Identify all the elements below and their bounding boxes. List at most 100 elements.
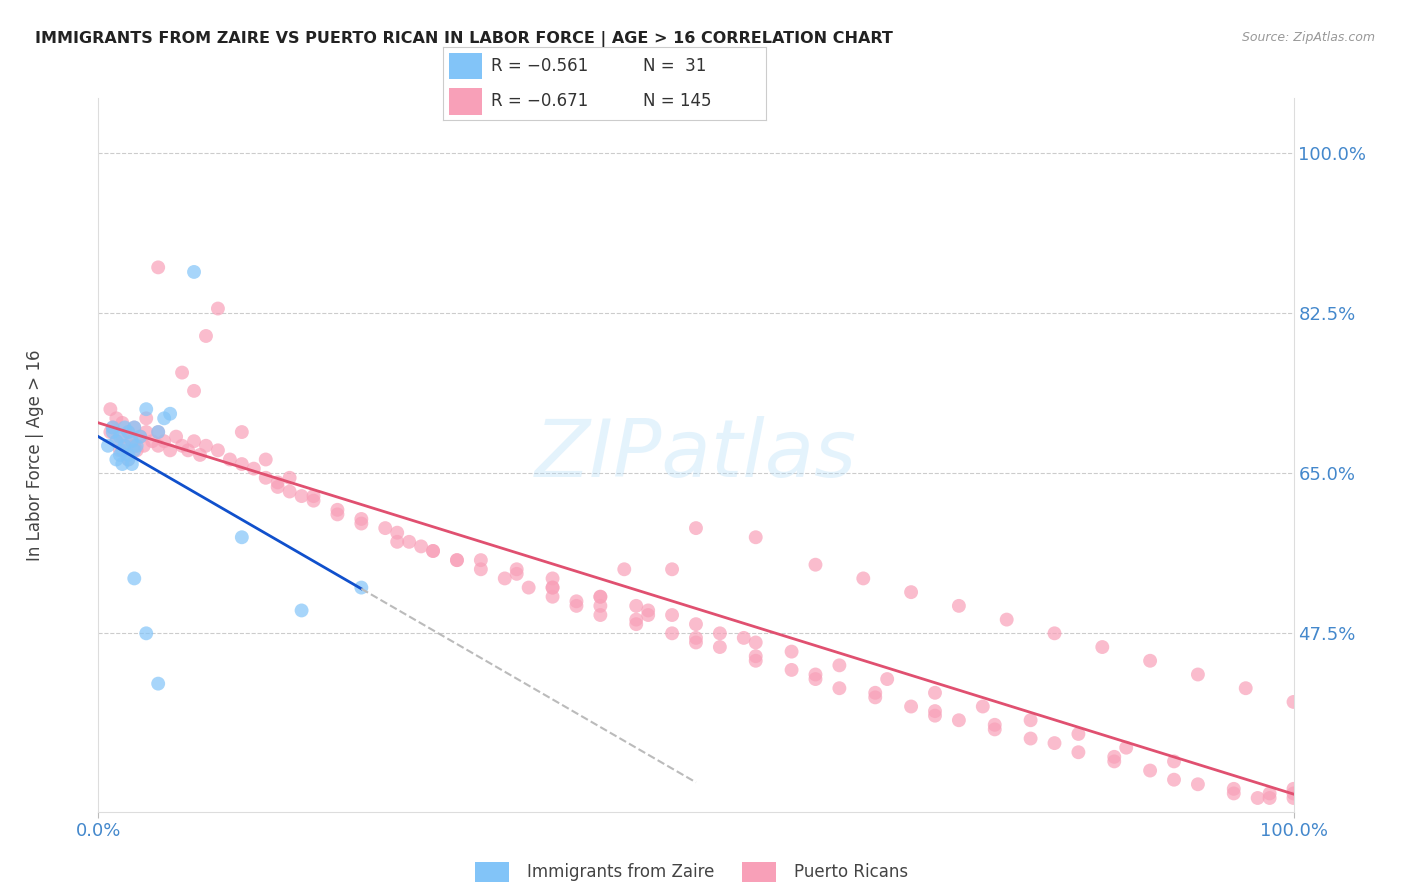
Point — [350, 516, 373, 531]
Point — [1043, 626, 1066, 640]
Point — [108, 448, 131, 462]
Point — [589, 607, 612, 622]
Point — [350, 581, 373, 595]
Point — [780, 663, 803, 677]
Point — [254, 471, 277, 485]
Point — [98, 425, 122, 439]
Point — [135, 626, 157, 640]
Point — [1222, 786, 1246, 800]
Point — [188, 448, 211, 462]
Point — [494, 571, 516, 585]
Point — [290, 489, 312, 503]
Point — [254, 452, 277, 467]
Point — [125, 443, 148, 458]
Point — [1258, 791, 1281, 805]
Text: Immigrants from Zaire: Immigrants from Zaire — [527, 863, 714, 881]
Point — [1067, 745, 1090, 759]
Point — [589, 590, 612, 604]
Point — [422, 544, 444, 558]
Point — [661, 607, 683, 622]
Point — [685, 635, 707, 649]
Point — [733, 631, 755, 645]
Point — [924, 686, 946, 700]
Point — [101, 425, 124, 439]
Point — [278, 471, 301, 485]
Point — [685, 631, 707, 645]
Point — [661, 562, 683, 576]
Point — [148, 425, 170, 439]
Point — [121, 457, 143, 471]
Point — [148, 439, 170, 453]
Bar — [475, 863, 509, 882]
Point — [541, 581, 564, 595]
Point — [624, 617, 647, 632]
Point — [541, 590, 564, 604]
Point — [302, 489, 325, 503]
Point — [194, 439, 217, 453]
Point — [121, 434, 143, 449]
Point — [1282, 695, 1305, 709]
Point — [290, 603, 312, 617]
Point — [111, 416, 134, 430]
Point — [117, 452, 139, 467]
Point — [1222, 781, 1246, 796]
Point — [589, 590, 612, 604]
Point — [398, 534, 420, 549]
Point — [231, 530, 253, 544]
Bar — [450, 54, 482, 79]
Point — [1019, 713, 1042, 727]
Point — [124, 571, 146, 585]
Text: R = −0.671: R = −0.671 — [492, 93, 589, 111]
Point — [302, 493, 325, 508]
Point — [565, 594, 588, 608]
Text: N = 145: N = 145 — [644, 93, 711, 111]
Point — [1043, 736, 1066, 750]
Point — [624, 599, 647, 613]
Point — [411, 540, 433, 554]
Point — [385, 525, 409, 540]
Point — [804, 672, 827, 686]
Point — [1139, 654, 1161, 668]
Point — [165, 429, 187, 443]
Point — [1139, 764, 1161, 778]
Point — [243, 461, 266, 475]
Point — [745, 649, 768, 664]
Bar — [742, 863, 776, 882]
Point — [177, 443, 200, 458]
Point — [780, 645, 803, 659]
Point — [1019, 731, 1042, 746]
Point — [1102, 749, 1125, 764]
Point — [1163, 755, 1185, 769]
Bar — [450, 88, 482, 114]
Point — [97, 439, 120, 453]
Point — [385, 534, 409, 549]
Point — [105, 434, 128, 449]
Point — [207, 443, 229, 458]
Point — [105, 434, 128, 449]
Text: Puerto Ricans: Puerto Ricans — [794, 863, 908, 881]
Point — [124, 443, 146, 458]
Point — [105, 452, 128, 467]
Point — [446, 553, 468, 567]
Point — [1282, 786, 1305, 800]
Point — [124, 420, 146, 434]
Point — [1187, 777, 1209, 791]
Point — [995, 613, 1018, 627]
Point — [924, 704, 946, 718]
Point — [117, 448, 139, 462]
Point — [983, 723, 1005, 737]
Point — [1246, 791, 1268, 805]
Point — [1187, 667, 1209, 681]
Point — [1282, 791, 1305, 805]
Point — [267, 475, 290, 490]
Point — [983, 718, 1005, 732]
Point — [129, 429, 152, 443]
Point — [470, 562, 492, 576]
Point — [153, 434, 176, 449]
Point — [506, 566, 529, 581]
Point — [326, 503, 349, 517]
Point — [172, 439, 194, 453]
Point — [852, 571, 875, 585]
Point — [101, 420, 124, 434]
Text: N =  31: N = 31 — [644, 57, 707, 75]
